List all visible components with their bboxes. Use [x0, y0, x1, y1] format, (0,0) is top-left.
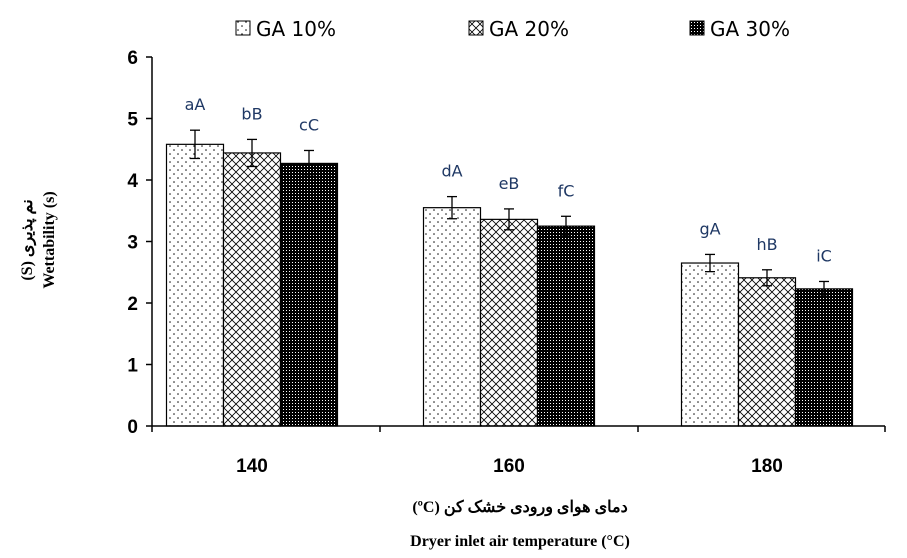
error-bar-140-s1 — [247, 138, 257, 168]
x-axis-title-fa: دمای هوای ورودی خشک کن (ºC) — [412, 499, 627, 517]
error-bar-180-s1 — [762, 269, 772, 287]
y-tick-label-1: 1 — [127, 356, 138, 377]
error-bar-160-s1 — [504, 208, 514, 231]
y-axis-title-en: Wettability (s) — [41, 191, 58, 288]
legend-swatch-ga30 — [689, 20, 705, 36]
bars: aA bB cC dA eB fC gA hB iC — [165, 95, 854, 427]
y-tick-label-6: 6 — [127, 48, 138, 69]
significance-label-180-s1: hB — [756, 235, 777, 254]
legend: GA 10% GA 20% GA 30% — [235, 17, 790, 41]
bar-140-s0 — [165, 143, 225, 427]
y-tick-label-4: 4 — [127, 171, 138, 192]
axes: 140 160 180 0 1 2 3 4 5 6 — [127, 48, 886, 477]
bar-180-s2 — [794, 288, 854, 427]
bar-140-s2 — [279, 162, 339, 427]
error-bar-180-s0 — [705, 253, 715, 273]
x-tick-label-160: 160 — [493, 456, 525, 477]
y-tick-label-5: 5 — [127, 110, 138, 131]
x-tick-label-180: 180 — [751, 456, 783, 477]
bar-160-s2 — [536, 225, 596, 427]
x-axis-title-en: Dryer inlet air temperature (°C) — [410, 533, 630, 550]
significance-label-140-s1: bB — [241, 104, 262, 123]
y-tick-label-0: 0 — [127, 417, 138, 438]
error-bar-140-s0 — [190, 129, 200, 160]
legend-item-ga30: GA 30% — [689, 17, 790, 41]
legend-label-ga30: GA 30% — [710, 17, 790, 41]
legend-item-ga20: GA 20% — [468, 17, 569, 41]
bar-140-s1 — [222, 152, 282, 427]
significance-label-160-s2: fC — [558, 181, 575, 200]
error-bar-180-s2 — [819, 280, 829, 297]
y-tick-label-3: 3 — [127, 233, 138, 254]
significance-label-140-s0: aA — [185, 95, 206, 114]
legend-swatch-ga20 — [468, 20, 484, 36]
bar-160-s1 — [479, 218, 539, 427]
bar-180-s1 — [737, 277, 797, 427]
error-bar-160-s2 — [561, 215, 571, 237]
significance-label-160-s1: eB — [499, 174, 520, 193]
bar-180-s0 — [680, 262, 740, 427]
error-bar-140-s2 — [304, 149, 314, 177]
y-tick-label-2: 2 — [127, 294, 138, 315]
legend-label-ga10: GA 10% — [256, 17, 336, 41]
y-axis-title-fa: نم پذیری (S) — [19, 199, 37, 280]
x-tick-label-140: 140 — [236, 456, 268, 477]
significance-label-140-s2: cC — [299, 115, 319, 134]
significance-label-180-s0: gA — [699, 219, 720, 238]
significance-label-180-s2: iC — [816, 246, 832, 265]
error-bar-160-s0 — [447, 195, 457, 220]
legend-item-ga10: GA 10% — [235, 17, 336, 41]
bar-160-s0 — [422, 207, 482, 427]
legend-label-ga20: GA 20% — [489, 17, 569, 41]
significance-label-160-s0: dA — [441, 162, 462, 181]
legend-swatch-ga10 — [235, 20, 251, 36]
